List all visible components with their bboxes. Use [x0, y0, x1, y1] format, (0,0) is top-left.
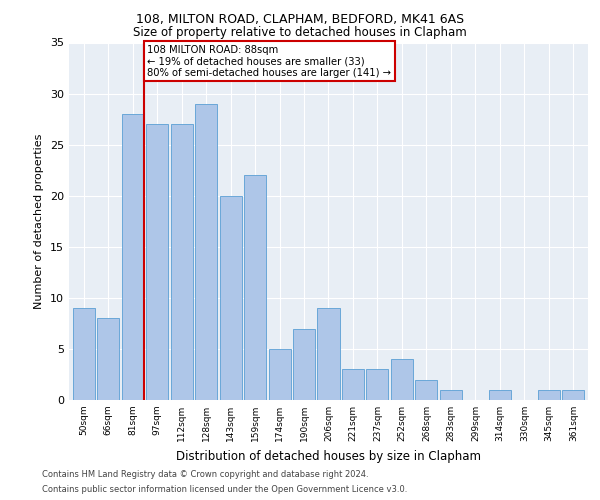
Bar — [269, 349, 290, 400]
Text: 108, MILTON ROAD, CLAPHAM, BEDFORD, MK41 6AS: 108, MILTON ROAD, CLAPHAM, BEDFORD, MK41… — [136, 12, 464, 26]
Bar — [170, 124, 193, 400]
Bar — [342, 370, 364, 400]
X-axis label: Distribution of detached houses by size in Clapham: Distribution of detached houses by size … — [176, 450, 481, 462]
Bar — [293, 328, 315, 400]
Bar — [415, 380, 437, 400]
Bar — [489, 390, 511, 400]
Text: Contains HM Land Registry data © Crown copyright and database right 2024.: Contains HM Land Registry data © Crown c… — [42, 470, 368, 479]
Text: Contains public sector information licensed under the Open Government Licence v3: Contains public sector information licen… — [42, 485, 407, 494]
Text: 108 MILTON ROAD: 88sqm
← 19% of detached houses are smaller (33)
80% of semi-det: 108 MILTON ROAD: 88sqm ← 19% of detached… — [148, 44, 391, 78]
Bar — [195, 104, 217, 400]
Bar — [538, 390, 560, 400]
Bar — [391, 359, 413, 400]
Bar — [73, 308, 95, 400]
Bar — [317, 308, 340, 400]
Bar — [440, 390, 462, 400]
Bar — [367, 370, 388, 400]
Bar — [562, 390, 584, 400]
Bar — [146, 124, 168, 400]
Bar — [220, 196, 242, 400]
Bar — [122, 114, 143, 400]
Bar — [97, 318, 119, 400]
Y-axis label: Number of detached properties: Number of detached properties — [34, 134, 44, 309]
Text: Size of property relative to detached houses in Clapham: Size of property relative to detached ho… — [133, 26, 467, 39]
Bar — [244, 176, 266, 400]
